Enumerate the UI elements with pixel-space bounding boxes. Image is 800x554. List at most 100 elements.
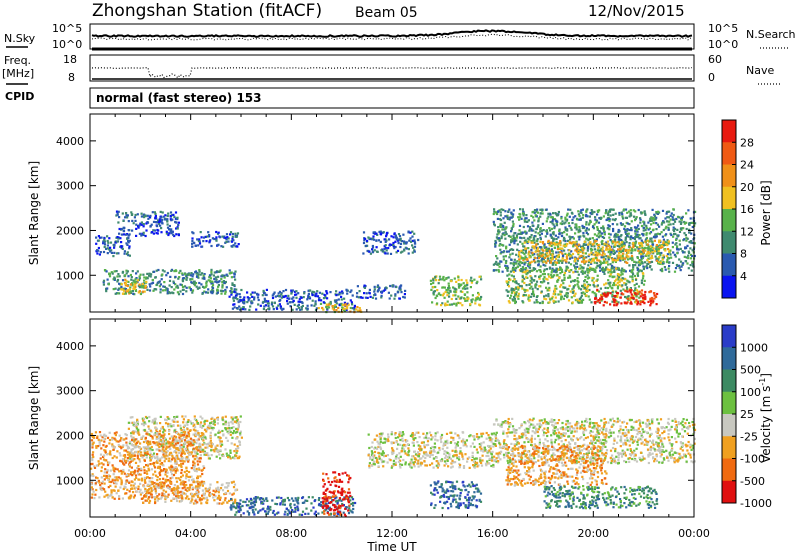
scatter-cell bbox=[384, 287, 387, 290]
colorbar-tick-label: 28 bbox=[740, 136, 754, 149]
scatter-cell bbox=[359, 296, 362, 299]
scatter-cell bbox=[575, 250, 579, 253]
scatter-cell bbox=[454, 294, 457, 297]
scatter-cell bbox=[577, 231, 580, 234]
scatter-cell bbox=[162, 441, 166, 444]
scatter-cell bbox=[560, 250, 563, 253]
scatter-cell bbox=[123, 250, 126, 253]
scatter-cell bbox=[434, 296, 437, 300]
scatter-cell bbox=[585, 288, 588, 291]
scatter-cell bbox=[286, 300, 289, 303]
scatter-cell bbox=[162, 453, 165, 456]
scatter-cell bbox=[168, 232, 171, 235]
scatter-cell bbox=[514, 294, 517, 297]
scatter-cell bbox=[537, 224, 540, 227]
scatter-cell bbox=[124, 282, 127, 285]
scatter-cell bbox=[181, 292, 185, 296]
scatter-cell bbox=[98, 253, 101, 256]
scatter-cell bbox=[165, 451, 168, 454]
scatter-cell bbox=[624, 229, 627, 232]
scatter-cell bbox=[541, 301, 544, 305]
scatter-cell bbox=[579, 267, 582, 270]
scatter-cell bbox=[329, 291, 332, 294]
scatter-cell bbox=[222, 245, 225, 248]
scatter-cell bbox=[181, 272, 184, 275]
scatter-cell bbox=[164, 422, 168, 425]
scatter-cell bbox=[447, 276, 450, 279]
scatter-cell bbox=[144, 214, 147, 217]
scatter-cell bbox=[639, 221, 642, 224]
scatter-cell bbox=[565, 255, 568, 258]
scatter-cell bbox=[471, 279, 474, 282]
scatter-cell bbox=[567, 208, 570, 211]
scatter-cell bbox=[99, 457, 102, 460]
scatter-cell bbox=[389, 284, 392, 288]
scatter-cell bbox=[475, 282, 478, 285]
scatter-cell bbox=[534, 275, 537, 278]
scatter-cell bbox=[462, 282, 465, 285]
scatter-cell bbox=[103, 243, 107, 246]
scatter-cell bbox=[213, 450, 216, 453]
scatter-cell bbox=[227, 432, 230, 435]
scatter-cell bbox=[115, 210, 119, 213]
scatter-cell bbox=[120, 437, 123, 440]
scatter-cell bbox=[511, 288, 514, 291]
scatter-cell bbox=[129, 457, 132, 460]
scatter-cell bbox=[601, 298, 604, 301]
scatter-cell bbox=[619, 248, 622, 251]
scatter-cell bbox=[455, 297, 458, 300]
scatter-cell bbox=[363, 292, 366, 295]
scatter-cell bbox=[582, 234, 585, 237]
scatter-cell bbox=[527, 294, 530, 297]
scatter-cell bbox=[208, 235, 211, 238]
scatter-cell bbox=[559, 285, 562, 288]
scatter-cell bbox=[373, 288, 376, 291]
scatter-cell bbox=[550, 236, 553, 239]
scatter-cell bbox=[231, 432, 234, 435]
scatter-cell bbox=[193, 241, 196, 245]
scatter-cell bbox=[533, 260, 536, 263]
scatter-cell bbox=[466, 297, 469, 300]
scatter-cell bbox=[639, 269, 642, 272]
scatter-cell bbox=[161, 425, 164, 429]
scatter-cell bbox=[133, 445, 136, 448]
scatter-cell bbox=[127, 239, 130, 242]
scatter-cell bbox=[683, 220, 686, 224]
scatter-cell bbox=[662, 238, 665, 241]
scatter-cell bbox=[501, 228, 504, 231]
scatter-cell bbox=[519, 232, 522, 235]
scatter-cell bbox=[432, 281, 435, 285]
scatter-cell bbox=[573, 264, 576, 267]
scatter-cell bbox=[526, 225, 530, 228]
scatter-cell bbox=[523, 245, 526, 248]
scatter-cell bbox=[625, 253, 628, 256]
scatter-cell bbox=[533, 247, 536, 250]
scatter-cell bbox=[377, 239, 380, 242]
scatter-cell bbox=[173, 435, 176, 438]
scatter-cell bbox=[528, 266, 532, 269]
scatter-cell bbox=[547, 293, 550, 296]
scatter-cell bbox=[520, 237, 523, 240]
scatter-cell bbox=[650, 268, 653, 271]
scatter-cell bbox=[132, 285, 135, 288]
scatter-cell bbox=[553, 225, 556, 228]
scatter-cell bbox=[204, 436, 207, 439]
scatter-cell bbox=[629, 296, 632, 299]
scatter-cell bbox=[203, 286, 206, 289]
scatter-cell bbox=[637, 249, 640, 252]
scatter-cell bbox=[116, 278, 120, 282]
scatter-cell bbox=[551, 267, 554, 270]
scatter-cell bbox=[233, 450, 236, 453]
scatter-cell bbox=[331, 307, 334, 310]
scatter-cell bbox=[237, 243, 240, 246]
scatter-cell bbox=[593, 292, 596, 295]
cpid-panel: normal (fast stereo) 153 CPID bbox=[5, 87, 695, 109]
scatter-cell bbox=[524, 251, 527, 254]
scatter-cell bbox=[596, 252, 599, 255]
scatter-cell bbox=[648, 232, 651, 235]
scatter-cell bbox=[149, 285, 152, 288]
scatter-cell bbox=[684, 234, 687, 237]
scatter-cell bbox=[157, 268, 160, 272]
scatter-cell bbox=[262, 300, 265, 303]
scatter-cell bbox=[126, 252, 129, 256]
